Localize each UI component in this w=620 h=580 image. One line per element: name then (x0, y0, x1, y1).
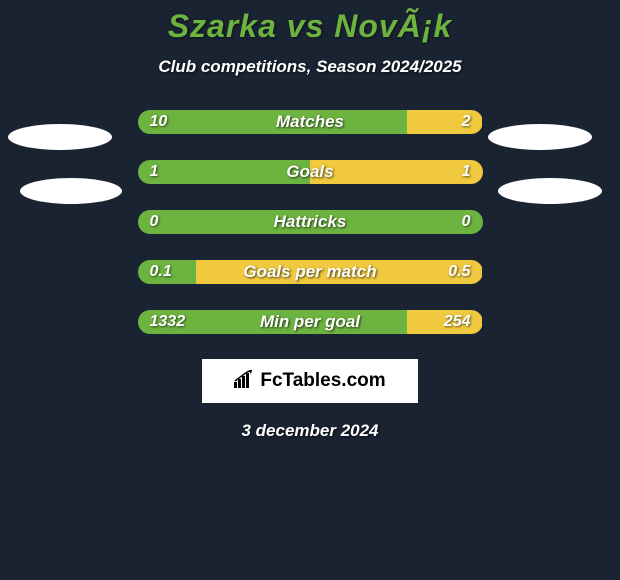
stat-bar: 10 2 Matches (138, 110, 483, 134)
stat-value-left: 0.1 (150, 263, 172, 281)
stat-value-left: 10 (150, 113, 168, 131)
decorative-ellipse (20, 178, 122, 204)
subtitle: Club competitions, Season 2024/2025 (0, 57, 620, 77)
stat-label: Matches (276, 112, 344, 132)
page-title: Szarka vs NovÃ¡k (0, 8, 620, 45)
logo-text: FcTables.com (260, 370, 385, 392)
main-container: Szarka vs NovÃ¡k Club competitions, Seas… (0, 0, 620, 441)
stat-bar: 0 0 Hattricks (138, 210, 483, 234)
bar-right (310, 160, 483, 184)
stat-label: Goals (286, 162, 333, 182)
stat-label: Min per goal (260, 312, 360, 332)
bar-right (407, 110, 483, 134)
date-label: 3 december 2024 (0, 421, 620, 441)
decorative-ellipse (498, 178, 602, 204)
stat-bar: 1 1 Goals (138, 160, 483, 184)
stat-value-right: 0 (462, 213, 471, 231)
stat-value-right: 2 (462, 113, 471, 131)
stat-label: Goals per match (243, 262, 376, 282)
stat-value-right: 254 (444, 313, 471, 331)
fctables-logo[interactable]: FcTables.com (202, 359, 418, 403)
decorative-ellipse (488, 124, 592, 150)
logo-chart-icon (234, 370, 256, 393)
bar-left (138, 160, 311, 184)
stat-value-left: 1 (150, 163, 159, 181)
stat-value-left: 0 (150, 213, 159, 231)
stat-row: 1332 254 Min per goal (0, 309, 620, 335)
stat-bar: 1332 254 Min per goal (138, 310, 483, 334)
stat-value-right: 1 (462, 163, 471, 181)
decorative-ellipse (8, 124, 112, 150)
bar-left (138, 110, 407, 134)
stat-row: 0 0 Hattricks (0, 209, 620, 235)
stat-label: Hattricks (274, 212, 347, 232)
stat-row: 0.1 0.5 Goals per match (0, 259, 620, 285)
stat-bar: 0.1 0.5 Goals per match (138, 260, 483, 284)
stat-value-right: 0.5 (448, 263, 470, 281)
stat-value-left: 1332 (150, 313, 186, 331)
